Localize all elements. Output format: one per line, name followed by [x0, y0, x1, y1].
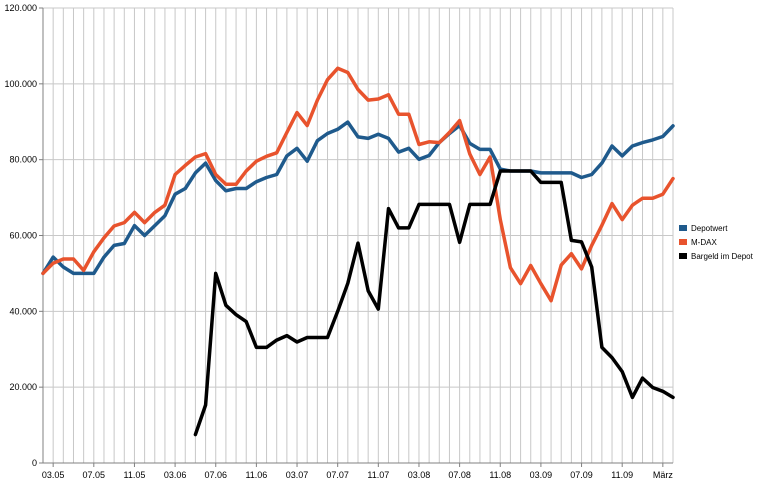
series-line-1	[41, 66, 675, 303]
legend-swatch-mdax	[679, 239, 687, 245]
x-tick-label: 07.09	[570, 470, 593, 480]
x-tick-label: 03.08	[408, 470, 431, 480]
y-tick-label: 120.000	[4, 3, 37, 13]
x-tick-label: 11.09	[611, 470, 633, 480]
y-tick-label: 60.000	[9, 231, 37, 241]
x-tick-label: März	[653, 470, 673, 480]
chart-series	[41, 66, 675, 437]
legend-label-depotwert: Depotwert	[691, 223, 728, 233]
legend-item-mdax: M-DAX	[679, 235, 753, 249]
x-tick-label: 11.08	[489, 470, 511, 480]
x-tick-label: 03.07	[286, 470, 309, 480]
x-tick-label: 11.07	[367, 470, 389, 480]
legend-item-bargeld: Bargeld im Depot	[679, 249, 753, 263]
x-tick-label: 07.05	[83, 470, 106, 480]
y-tick-label: 0	[32, 458, 37, 468]
series-line-2	[193, 169, 675, 437]
x-tick-label: 07.08	[448, 470, 471, 480]
y-tick-label: 100.000	[4, 79, 37, 89]
chart-gridlines	[42, 7, 674, 464]
series-line-0	[41, 120, 675, 276]
legend-label-bargeld: Bargeld im Depot	[691, 251, 753, 261]
chart-legend: Depotwert M-DAX Bargeld im Depot	[679, 221, 753, 263]
legend-label-mdax: M-DAX	[691, 237, 717, 247]
x-tick-label: 03.05	[42, 470, 65, 480]
x-tick-label: 11.06	[245, 470, 267, 480]
x-tick-label: 07.06	[204, 470, 227, 480]
x-tick-label: 03.06	[164, 470, 187, 480]
y-tick-label: 40.000	[9, 306, 37, 316]
legend-swatch-bargeld	[679, 253, 687, 259]
legend-swatch-depotwert	[679, 225, 687, 231]
x-tick-label: 07.07	[326, 470, 349, 480]
legend-item-depotwert: Depotwert	[679, 221, 753, 235]
x-tick-label: 11.05	[124, 470, 146, 480]
y-tick-label: 80.000	[9, 155, 37, 165]
x-tick-label: 03.09	[530, 470, 553, 480]
chart-tick-labels: 0 20.000 40.000 60.000 80.000 100.000 120.000 0…	[4, 3, 673, 480]
chart-axes	[39, 7, 673, 467]
y-tick-label: 20.000	[9, 382, 37, 392]
